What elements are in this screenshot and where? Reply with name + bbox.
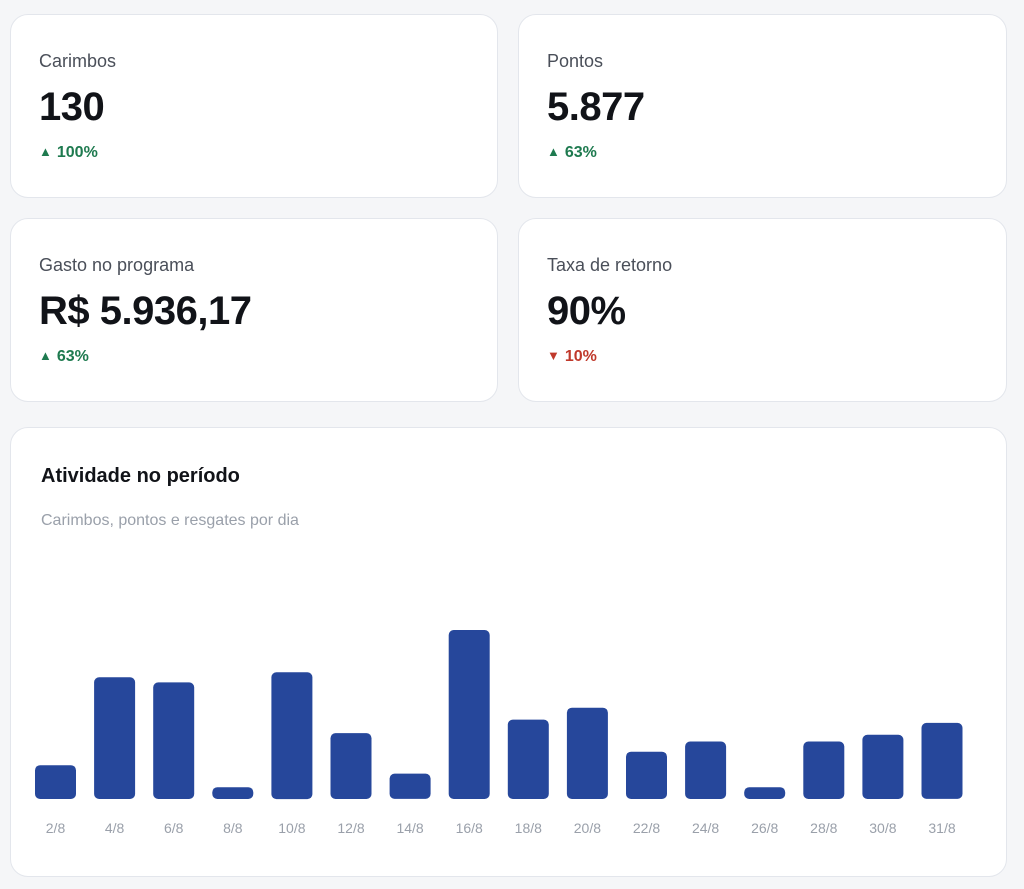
x-tick-label: 30/8 (869, 820, 896, 836)
triangle-up-icon: ▲ (547, 144, 560, 159)
x-tick-label: 20/8 (574, 820, 601, 836)
stat-delta: ▲ 63% (547, 144, 597, 162)
stat-value: R$ 5.936,17 (39, 289, 252, 333)
bar-10/8 (271, 672, 313, 800)
x-tick-label: 31/8 (928, 820, 955, 836)
stat-value: 90% (547, 289, 626, 333)
chart-subtitle: Carimbos, pontos e resgates por dia (41, 512, 299, 529)
stat-label: Gasto no programa (39, 255, 195, 275)
stat-delta-value: 63% (56, 348, 89, 365)
triangle-up-icon: ▲ (39, 348, 52, 363)
bar-28/8 (803, 741, 845, 799)
x-tick-label: 24/8 (692, 820, 719, 836)
bar-4/8 (94, 677, 136, 799)
stat-label: Taxa de retorno (547, 255, 673, 275)
bar-8/8 (212, 787, 254, 799)
x-tick-label: 28/8 (810, 820, 837, 836)
bar-26/8 (744, 787, 786, 799)
bar-24/8 (685, 741, 727, 799)
stat-delta-value: 100% (56, 144, 98, 161)
stat-card-carimbos: Carimbos 130 ▲ 100% (10, 14, 498, 198)
stat-label: Carimbos (39, 51, 117, 71)
stat-delta: ▼ 10% (547, 348, 597, 366)
stat-delta: ▲ 100% (39, 144, 98, 162)
bar-30/8 (862, 734, 904, 799)
chart-title: Atividade no período (41, 465, 240, 487)
x-tick-label: 14/8 (396, 820, 423, 836)
triangle-down-icon: ▼ (547, 348, 560, 363)
bar-2/8 (35, 765, 76, 799)
x-tick-label: 10/8 (278, 820, 305, 836)
triangle-up-icon: ▲ (39, 144, 52, 159)
bar-31/8 (921, 722, 963, 799)
bar-22/8 (626, 751, 667, 799)
bar-18/8 (507, 719, 549, 799)
stat-card-taxa-de-retorno: Taxa de retorno 90% ▼ 10% (518, 218, 1007, 402)
x-tick-label: 4/8 (105, 820, 125, 836)
stat-delta: ▲ 63% (39, 348, 89, 366)
stat-value: 130 (39, 85, 105, 129)
x-tick-label: 16/8 (456, 820, 483, 836)
bar-12/8 (330, 733, 372, 799)
activity-chart-card: Atividade no período Carimbos, pontos e … (10, 427, 1007, 877)
x-tick-label: 8/8 (223, 820, 243, 836)
x-tick-label: 26/8 (751, 820, 778, 836)
x-tick-label: 18/8 (515, 820, 542, 836)
activity-bar-chart: 2/8 4/8 6/8 8/8 10/8 12/8 14/8 16/8 18/8 20/8 22/8… (35, 630, 963, 836)
bar-14/8 (389, 773, 431, 799)
bar-16/8 (448, 630, 490, 799)
stat-delta-value: 10% (564, 348, 597, 365)
bar-20/8 (566, 707, 608, 799)
stat-value: 5.877 (547, 85, 645, 129)
bar-6/8 (153, 682, 195, 799)
x-tick-label: 12/8 (337, 820, 364, 836)
x-tick-label: 2/8 (46, 820, 66, 836)
x-tick-label: 6/8 (164, 820, 184, 836)
stat-card-pontos: Pontos 5.877 ▲ 63% (518, 14, 1007, 198)
x-tick-label: 22/8 (633, 820, 660, 836)
stat-delta-value: 63% (564, 144, 597, 161)
stat-label: Pontos (547, 51, 604, 71)
stat-card-gasto-no-programa: Gasto no programa R$ 5.936,17 ▲ 63% (10, 218, 498, 402)
